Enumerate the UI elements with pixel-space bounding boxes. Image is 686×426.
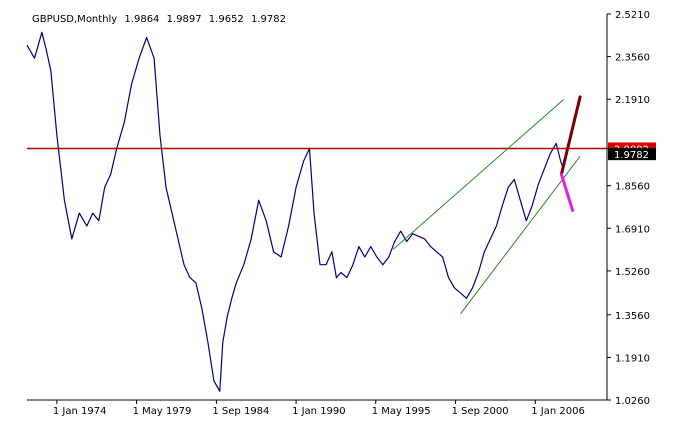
price-tag-label: 1.9782 — [614, 150, 649, 161]
x-tick-label: 1 May 1979 — [133, 406, 192, 417]
chart-open: 1.9864 — [124, 14, 160, 25]
y-tick-label: 1.0260 — [615, 396, 650, 407]
series-layer — [26, 31, 565, 392]
y-tick-label: 2.1910 — [615, 95, 650, 106]
x-tick-label: 1 Jan 1990 — [292, 406, 346, 417]
chart-high: 1.9897 — [166, 14, 202, 25]
forecast-arrow-2 — [559, 172, 575, 212]
chart-close: 1.9782 — [250, 14, 286, 25]
x-tick-label: 1 Sep 2000 — [452, 406, 509, 417]
price-series-line — [26, 31, 565, 392]
y-tick-label: 2.3560 — [615, 53, 650, 64]
y-tick-label: 1.8560 — [615, 182, 650, 193]
y-tick-label: 1.6910 — [615, 224, 650, 235]
price-tag-2: 1.9782 — [608, 148, 656, 161]
overlay-layer — [27, 95, 607, 315]
price-tag-box — [608, 148, 656, 161]
x-tick-label: 1 Jan 1974 — [53, 406, 107, 417]
y-tick-label: 1.1910 — [615, 353, 650, 364]
y-tick-label: 1.3560 — [615, 311, 650, 322]
x-tick-label: 1 Sep 1984 — [212, 406, 269, 417]
chart-symbol: GBPUSD,Monthly — [32, 14, 118, 25]
y-tick-label: 1.5260 — [615, 267, 650, 278]
axis-layer: 2.5210 2.3560 2.1910 1.8560 1.6910 1.5260 1.35… — [27, 10, 656, 417]
channel-line-1 — [392, 99, 564, 250]
x-tick-label: 1 Jan 2006 — [531, 406, 585, 417]
y-tick-label: 2.5210 — [615, 10, 650, 21]
chart-info-header: GBPUSD,Monthly 1.9864 1.9897 1.9652 1.97… — [32, 14, 290, 25]
forecast-arrow-1 — [559, 95, 582, 176]
chart-low: 1.9652 — [208, 14, 244, 25]
x-tick-label: 1 May 1995 — [372, 406, 431, 417]
channel-line-2 — [460, 155, 581, 315]
